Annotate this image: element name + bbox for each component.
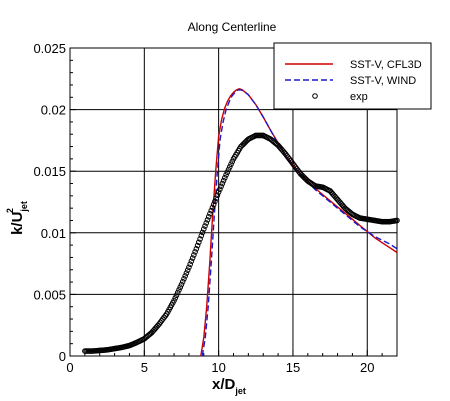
exp-point <box>228 161 234 168</box>
exp-point <box>202 223 208 229</box>
exp-point <box>178 281 185 288</box>
y-axis-label-main: k/U <box>9 212 26 235</box>
exp-point <box>189 255 196 261</box>
legend-label-wind: SST-V, WIND <box>350 75 416 87</box>
exp-point <box>173 292 180 299</box>
x-ticks: 0 5 10 15 20 <box>66 350 383 375</box>
exp-point <box>171 297 177 304</box>
exp-point <box>394 217 400 224</box>
exp-point <box>223 172 229 178</box>
exp-point <box>177 284 184 291</box>
y-axis-label-sub: jet <box>19 201 29 213</box>
exp-point <box>181 275 187 282</box>
exp-point <box>204 217 211 223</box>
legend-box <box>273 42 432 110</box>
exp-point <box>198 232 205 239</box>
exp-point <box>199 229 206 236</box>
exp-point <box>196 239 202 246</box>
exp-point <box>191 252 197 258</box>
x-axis-label-main: x/D <box>212 376 236 393</box>
x-tick-label: 20 <box>360 360 374 375</box>
exp-point <box>218 183 224 190</box>
x-tick-label: 5 <box>141 360 148 375</box>
exp-point <box>215 189 222 195</box>
y-axis-label-sup: 2 <box>5 208 15 213</box>
series-group <box>82 87 400 357</box>
exp-point <box>179 278 186 285</box>
y-ticks: 0 0.005 0.01 0.015 0.02 0.025 <box>33 41 76 364</box>
exp-point <box>229 158 236 165</box>
exp-point <box>172 295 179 301</box>
svg-text:k/Ujet2: k/Ujet 2 <box>5 201 29 235</box>
exp-point <box>224 169 231 176</box>
exp-point <box>209 204 216 211</box>
exp-point <box>200 226 207 232</box>
y-tick-label: 0 <box>59 349 66 364</box>
exp-point <box>184 267 191 273</box>
exp-point <box>174 289 181 296</box>
exp-point <box>222 174 228 181</box>
exp-point <box>197 236 203 242</box>
chart-title: Along Centerline <box>188 20 277 34</box>
y-tick-label: 0.02 <box>41 103 66 118</box>
exp-point <box>187 261 193 268</box>
exp-point <box>203 220 210 226</box>
legend: SST-V, CFL3D SST-V, WIND exp <box>273 42 432 110</box>
exp-point <box>182 273 188 279</box>
x-axis-label-sub: jet <box>234 386 246 396</box>
x-axis-label: x/Djet <box>212 376 246 396</box>
exp-point <box>192 249 198 255</box>
series-exp <box>82 132 400 354</box>
exp-point <box>217 186 223 193</box>
exp-point <box>176 287 182 293</box>
exp-point <box>220 177 227 184</box>
exp-point <box>225 166 232 173</box>
exp-point <box>186 264 192 271</box>
y-tick-label: 0.015 <box>33 164 66 179</box>
exp-point <box>210 201 217 208</box>
exp-point <box>219 180 226 187</box>
exp-point <box>193 246 200 252</box>
y-tick-label: 0.01 <box>41 226 66 241</box>
x-tick-label: 10 <box>211 360 225 375</box>
y-tick-label: 0.005 <box>33 287 66 302</box>
x-tick-label: 15 <box>286 360 300 375</box>
exp-point <box>194 242 201 249</box>
y-axis-label: k/Ujet 2 <box>5 201 29 235</box>
legend-label-exp: exp <box>350 91 368 103</box>
y-tick-label: 0.025 <box>33 41 66 56</box>
svg-text:x/Djet: x/Djet <box>212 376 246 396</box>
exp-point <box>207 210 213 217</box>
series-line-wind <box>201 89 398 357</box>
exp-point <box>212 198 218 205</box>
exp-point <box>205 213 212 220</box>
exp-point <box>214 192 221 199</box>
x-tick-label: 0 <box>66 360 73 375</box>
exp-point <box>226 164 233 170</box>
legend-label-cfl3d: SST-V, CFL3D <box>350 59 422 71</box>
exp-point <box>213 195 219 202</box>
exp-point <box>183 270 190 276</box>
legend-swatch-exp <box>312 93 318 99</box>
exp-point <box>208 207 215 214</box>
exp-point <box>188 258 195 264</box>
